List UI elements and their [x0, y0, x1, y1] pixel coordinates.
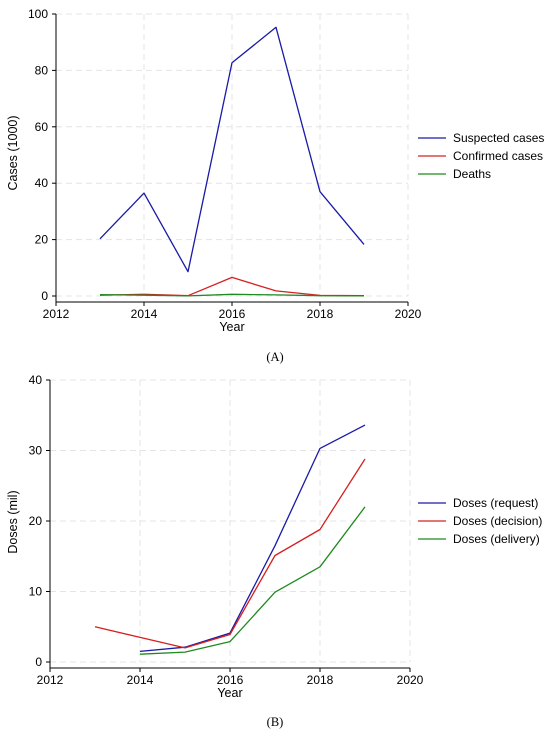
panel-a-y-tick-label: 20	[35, 233, 49, 247]
panel-b-y-tick-label: 0	[35, 655, 42, 669]
panel-a-y-tick-label: 60	[35, 120, 49, 134]
panel-a-x-tick-label: 2018	[307, 307, 334, 321]
panel-b-y-tick-label: 20	[29, 514, 43, 528]
panel-b-y-tick-label: 40	[29, 373, 43, 387]
panel-b-y-tick-label: 30	[29, 444, 43, 458]
panel-b-legend-label-doses-request: Doses (request)	[453, 496, 538, 510]
panel-b-y-tick-label: 10	[29, 585, 43, 599]
panel-b-legend-label-doses-decision: Doses (decision)	[453, 514, 542, 528]
panel-b-series-line-doses-request	[139, 424, 366, 653]
panel-b-series-line-doses-delivery	[139, 506, 366, 655]
panel-a-x-axis-title: Year	[219, 320, 244, 334]
panel-a-y-tick-label: 80	[35, 63, 49, 77]
panel-b-x-axis-title: Year	[217, 686, 242, 700]
panel-b-label: (B)	[267, 715, 284, 729]
panel-b-legend-label-doses-delivery: Doses (delivery)	[453, 532, 540, 546]
panel-b-x-tick-label: 2012	[37, 673, 64, 687]
panel-b-x-tick-label: 2018	[307, 673, 334, 687]
panel-a-x-tick-label: 2016	[219, 307, 246, 321]
panel-b-y-axis-title: Doses (mil)	[6, 490, 20, 553]
panel-a-legend-label-suspected-cases: Suspected cases	[453, 131, 544, 145]
panel-a-chart: 2012 2014 2016 2018 2020 0 20 40 60 80 100 Suspect…	[6, 7, 544, 364]
panel-a-y-tick-label: 100	[28, 7, 48, 21]
panel-b-x-tick-label: 2020	[397, 673, 424, 687]
panel-a-series-line-suspected-cases	[99, 26, 365, 273]
panel-a-y-axis-title: Cases (1000)	[6, 115, 20, 190]
panel-b-x-tick-label: 2016	[217, 673, 244, 687]
panel-a-legend-label-confirmed-cases: Confirmed cases	[453, 149, 543, 163]
panel-a-x-tick-label: 2012	[43, 307, 70, 321]
panel-a-y-tick-label: 40	[35, 176, 49, 190]
panel-b-series-line-doses-decision	[94, 458, 366, 649]
panel-a-y-tick-label: 0	[41, 289, 48, 303]
panel-a-x-tick-label: 2020	[395, 307, 422, 321]
panel-a-series-line-deaths	[99, 293, 365, 297]
panel-b-chart: 2012 2014 2016 2018 2020 0 10 20 30 40 Doses (req…	[6, 373, 542, 729]
panel-a-x-tick-label: 2014	[131, 307, 158, 321]
panel-a-label: (A)	[266, 350, 283, 364]
panel-a-legend-label-deaths: Deaths	[453, 167, 491, 181]
panel-b-x-tick-label: 2014	[127, 673, 154, 687]
